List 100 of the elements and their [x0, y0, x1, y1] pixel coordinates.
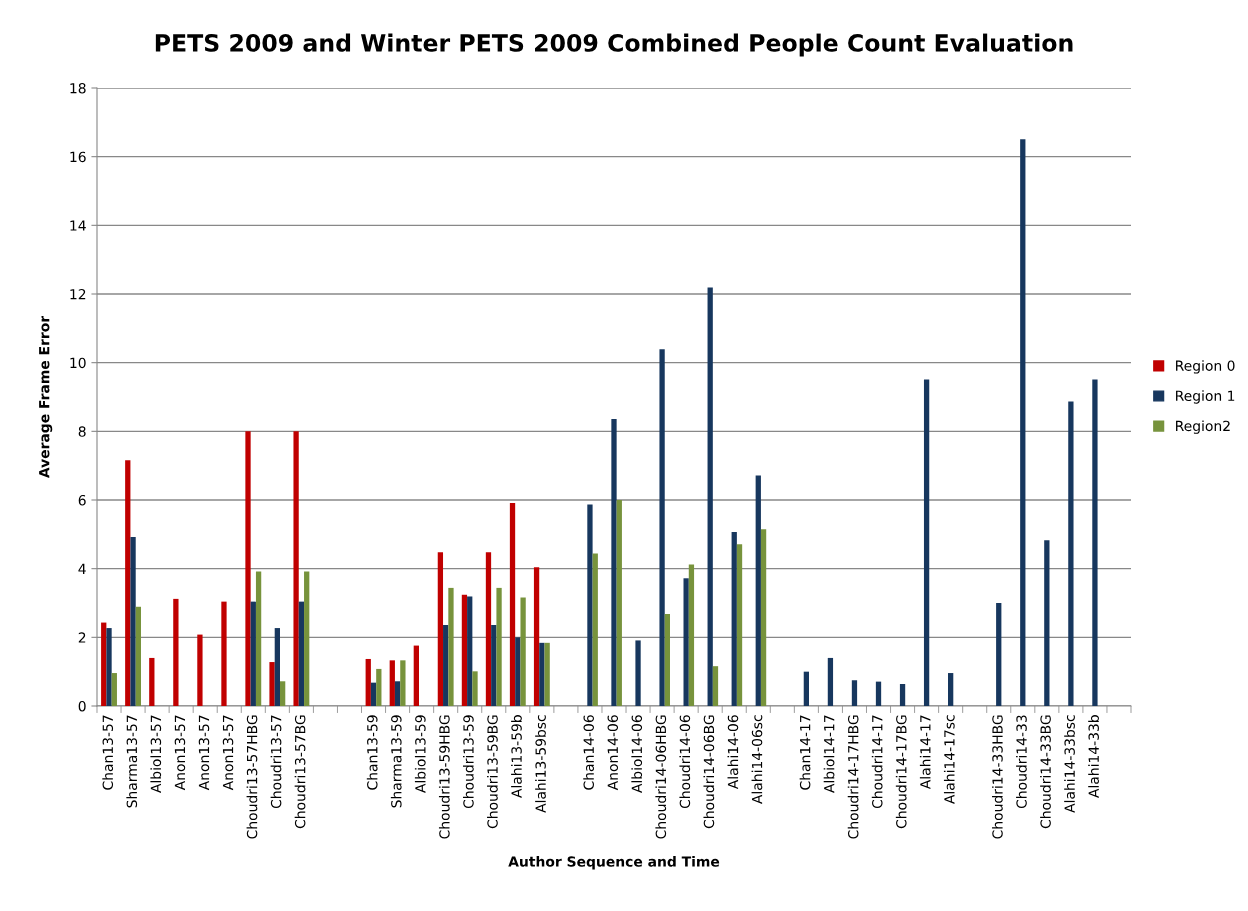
- x-tick-label: Choudri13-59: [463, 715, 474, 809]
- x-tick-label: Albiol13-59: [414, 715, 426, 793]
- x-tick-label: Choudri14-06BG: [703, 715, 715, 829]
- y-tick-label: 16: [70, 151, 86, 163]
- bar: [659, 349, 665, 706]
- x-tick-label: Choudri13-57: [270, 715, 282, 809]
- bar: [461, 594, 468, 706]
- bar: [149, 657, 155, 706]
- bar: [1092, 379, 1098, 706]
- x-tick-label: Choudri13-59BG: [487, 715, 498, 829]
- bar: [707, 287, 713, 706]
- bar: [467, 596, 473, 706]
- bar: [279, 681, 286, 706]
- x-tick-label: Alahi14-33bsc: [1064, 715, 1075, 813]
- x-tick-label: Anon13-57: [198, 715, 210, 791]
- bar: [101, 622, 107, 706]
- bar: [135, 606, 142, 706]
- bar: [443, 624, 449, 706]
- x-tick-label: Alahi14-06sc: [751, 715, 763, 804]
- y-tick-label: 8: [78, 426, 86, 437]
- bar: [173, 598, 179, 706]
- y-tick-label: 6: [78, 494, 86, 506]
- x-tick-label: Chan14-17: [799, 715, 811, 790]
- y-tick-label: 12: [70, 288, 86, 300]
- bar: [370, 682, 377, 706]
- bar: [111, 673, 117, 706]
- bar: [899, 684, 906, 706]
- bar: [688, 564, 695, 706]
- bar: [491, 624, 497, 706]
- x-tick-label: Sharma13-57: [126, 715, 138, 808]
- x-axis-title: Author Sequence and Time: [508, 856, 720, 870]
- x-tick-label: Alahi14-17: [919, 715, 931, 790]
- bar: [400, 660, 406, 706]
- legend-label: Region2: [1176, 420, 1230, 434]
- bar: [515, 637, 521, 706]
- bar: [592, 553, 598, 706]
- x-tick-label: Choudri13-57HBG: [246, 715, 258, 839]
- y-tick-label: 10: [70, 357, 86, 369]
- bar: [437, 552, 444, 706]
- x-tick-label: Albiol14-17: [823, 715, 835, 793]
- bar: [496, 587, 502, 706]
- bar: [509, 503, 516, 706]
- bar: [365, 658, 371, 706]
- x-tick-label: Albiol13-57: [150, 715, 162, 793]
- y-axis-title: Average Frame Error: [39, 315, 53, 479]
- bar: [1044, 540, 1050, 706]
- x-tick-label: Choudri14-06HBG: [655, 715, 667, 839]
- bar: [472, 671, 478, 706]
- bar: [827, 657, 834, 706]
- bar: [304, 571, 310, 706]
- bar: [755, 475, 761, 706]
- bar: [255, 571, 262, 706]
- legend-label: Region 1: [1176, 390, 1235, 404]
- bar: [1020, 139, 1026, 706]
- bar: [376, 668, 382, 706]
- bar: [760, 529, 767, 706]
- x-tick-label: Choudri14-17BG: [895, 715, 907, 829]
- bar: [611, 418, 617, 706]
- bar: [520, 597, 526, 706]
- bar: [803, 671, 810, 706]
- x-tick-label: Choudri13-59HBG: [438, 715, 450, 839]
- bar: [851, 680, 858, 706]
- x-tick-label: Alahi14-33b: [1088, 715, 1099, 798]
- bar: [712, 666, 719, 706]
- y-tick-label: 14: [70, 220, 86, 231]
- x-tick-label: Choudri14-17: [871, 715, 883, 809]
- x-tick-label: Anon14-06: [607, 715, 619, 791]
- x-tick-label: Alahi13-59b: [511, 715, 522, 798]
- bar: [125, 460, 131, 706]
- bar: [923, 379, 930, 706]
- y-tick-label: 4: [78, 563, 86, 574]
- bar: [448, 587, 454, 706]
- x-tick-label: Choudri14-06: [679, 715, 691, 809]
- bar: [683, 578, 689, 706]
- x-tick-label: Choudri13-57BG: [294, 715, 306, 829]
- bar: [245, 431, 251, 706]
- x-tick-label: Choudri14-33HBG: [992, 715, 1003, 839]
- bar: [533, 567, 540, 706]
- x-tick-label: Chan13-59: [366, 715, 378, 790]
- bar: [250, 601, 256, 706]
- y-tick-label: 0: [78, 700, 86, 712]
- bar: [996, 603, 1002, 706]
- bar: [221, 601, 227, 706]
- bar: [269, 662, 275, 706]
- x-tick-label: Anon13-57: [222, 715, 234, 791]
- x-tick-label: Choudri14-17HBG: [847, 715, 859, 839]
- x-tick-label: Choudri14-33BG: [1040, 715, 1051, 829]
- bar: [544, 642, 550, 706]
- bar: [736, 544, 743, 706]
- bar: [875, 681, 882, 706]
- chart-title: PETS 2009 and Winter PETS 2009 Combined People Count Evaluation: [155, 33, 1073, 57]
- x-tick-label: Alahi14-17sc: [943, 715, 955, 804]
- bar: [130, 537, 136, 706]
- x-tick-label: Chan13-57: [102, 715, 114, 790]
- bar: [274, 628, 280, 706]
- bar: [635, 640, 641, 706]
- bar: [539, 642, 545, 706]
- bar: [298, 601, 305, 706]
- bar: [1068, 401, 1074, 706]
- bar: [731, 531, 737, 706]
